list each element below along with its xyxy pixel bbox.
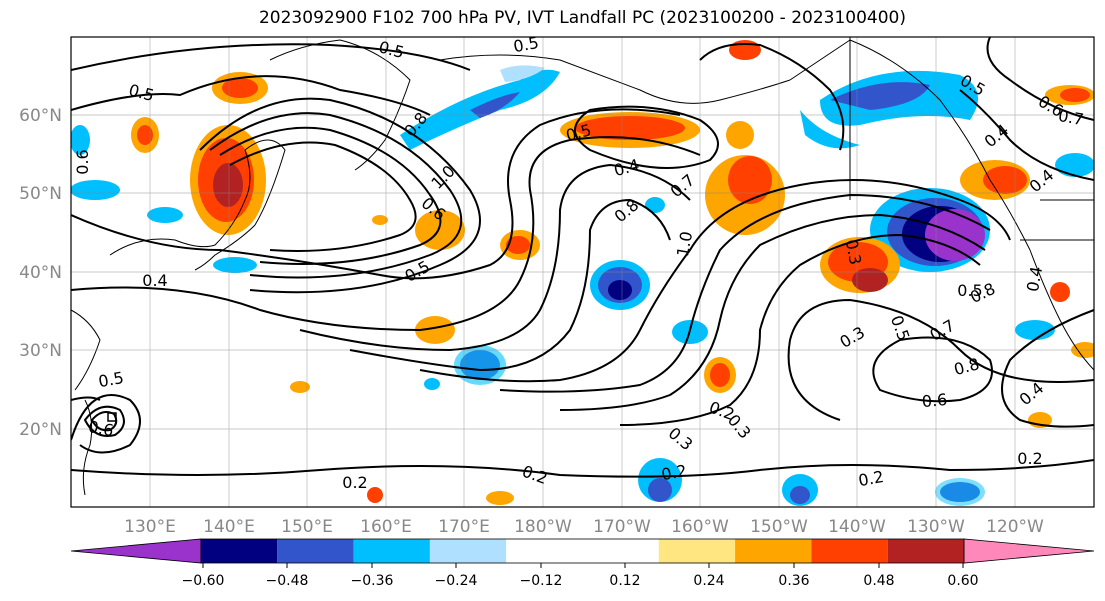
longitude-labels: 130°E 140°E 150°E 160°E 170°E 180°W 170°W 160°W… — [124, 517, 1044, 537]
contour-label: 0.6 — [87, 417, 115, 440]
contour-label: 0.4 — [1023, 265, 1046, 293]
contour-label: 0.5 — [97, 368, 125, 391]
longitude-label: 140°W — [828, 517, 886, 537]
contour-label: 0.3 — [842, 238, 865, 266]
contour-label: 0.4 — [142, 271, 167, 290]
colorbar-swatch — [811, 539, 888, 563]
latitude-labels: 60°N 50°N 40°N 30°N 20°N — [19, 106, 62, 440]
contour-label: 0.6 — [73, 149, 92, 174]
contour-label: 0.5 — [957, 281, 982, 300]
colorbar-swatch — [277, 539, 354, 563]
colorbar-swatch — [429, 539, 507, 563]
longitude-label: 130°E — [124, 517, 176, 537]
longitude-label: 120°W — [986, 517, 1044, 537]
ivt-contours — [71, 37, 1094, 478]
colorbar-swatch — [506, 539, 583, 563]
longitude-label: 160°W — [671, 517, 729, 537]
colorbar-tick-label: −0.24 — [435, 573, 478, 589]
colorbar-tick-label: −0.48 — [266, 573, 309, 589]
map-title: 2023092900 F102 700 hPa PV, IVT Landfall… — [258, 8, 906, 28]
colorbar-tick-label: 0.12 — [609, 573, 640, 589]
longitude-label: 140°E — [203, 517, 255, 537]
contour-label: 0.6 — [921, 390, 948, 411]
longitude-label: 150°E — [281, 517, 333, 537]
contour-label: 0.2 — [1017, 449, 1042, 468]
map-frame — [70, 36, 1095, 508]
longitude-label: 170°E — [438, 517, 490, 537]
contour-label: 0.2 — [342, 473, 367, 492]
colorbar-swatch — [582, 539, 659, 563]
contour-label: 0.5 — [512, 33, 540, 56]
latitude-label: 60°N — [19, 106, 62, 126]
longitude-label: 130°W — [907, 517, 965, 537]
longitude-label: 150°W — [750, 517, 808, 537]
grid-lines — [71, 37, 1094, 507]
contour-label: 0.7 — [1057, 106, 1085, 129]
colorbar-tick-label: 0.60 — [947, 573, 978, 589]
longitude-label: 170°W — [593, 517, 651, 537]
colorbar-tick-label: 0.36 — [778, 573, 809, 589]
pv-shading — [71, 40, 1094, 506]
contour-label: 0.2 — [857, 467, 885, 490]
colorbar-tick-label: −0.12 — [520, 573, 563, 589]
latitude-label: 20°N — [19, 420, 62, 440]
latitude-label: 30°N — [19, 341, 62, 361]
colorbar-swatch — [887, 539, 964, 563]
longitude-label: 160°E — [360, 517, 412, 537]
colorbar-swatch — [201, 539, 278, 563]
colorbar-swatch — [658, 539, 736, 563]
contour-label: 1.0 — [673, 230, 696, 258]
colorbar-frame — [200, 538, 965, 564]
colorbar-extend-low — [70, 538, 202, 564]
colorbar-extend-high — [963, 538, 1095, 564]
colorbar-tick-label: 0.48 — [863, 573, 894, 589]
colorbar-tick-label: 0.24 — [693, 573, 724, 589]
longitude-label: 180°W — [514, 517, 572, 537]
latitude-label: 40°N — [19, 263, 62, 283]
contour-label: 0.2 — [660, 461, 688, 484]
colorbar-tick-label: −0.36 — [351, 573, 394, 589]
colorbar-swatch — [353, 539, 430, 563]
colorbar-tick-label: −0.60 — [182, 573, 225, 589]
latitude-label: 50°N — [19, 184, 62, 204]
colorbar-swatch — [735, 539, 812, 563]
